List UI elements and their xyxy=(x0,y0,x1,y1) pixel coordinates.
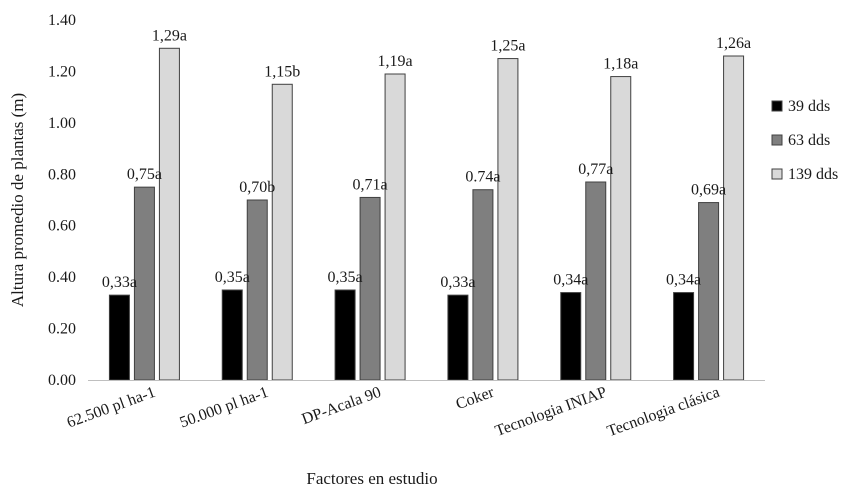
y-axis-title: Altura promedio de plantas (m) xyxy=(8,93,27,307)
bar xyxy=(221,289,243,381)
y-tick-label: 1.40 xyxy=(48,12,76,29)
bar xyxy=(158,47,180,381)
data-label: 1,29a xyxy=(152,27,187,44)
x-category-label: 50.000 pl ha-1 xyxy=(178,384,271,432)
bar xyxy=(610,76,632,381)
data-labels: 0,33a 0,75a 1,29a 0,35a 0,70b 1,15b 0,35a 0,71a… xyxy=(102,27,751,291)
bar xyxy=(673,292,695,381)
data-label: 1,15b xyxy=(264,63,300,80)
y-tick-label: 0.20 xyxy=(48,321,76,338)
legend-label: 63 dds xyxy=(788,132,830,149)
data-label: 0,70b xyxy=(239,179,275,196)
bar xyxy=(560,292,582,381)
bar xyxy=(108,294,130,381)
bar xyxy=(698,202,720,381)
category-labels: 62.500 pl ha-1 50.000 pl ha-1 DP-Acala 90 C… xyxy=(65,384,722,441)
x-category-label: Tecnologia clásica xyxy=(605,384,722,440)
data-label: 1,18a xyxy=(603,56,638,73)
legend: 39 dds 63 dds 139 dds xyxy=(771,98,838,183)
x-category-label: DP-Acala 90 xyxy=(300,384,384,428)
y-tick-label: 0.60 xyxy=(48,218,76,235)
bar xyxy=(133,186,155,381)
x-category-label: Tecnologia INIAP xyxy=(493,384,609,440)
x-category-label: 62.500 pl ha-1 xyxy=(65,384,158,432)
data-label: 0.74a xyxy=(465,169,500,186)
data-label: 0,35a xyxy=(215,269,250,286)
bar xyxy=(359,196,381,381)
data-label: 0,77a xyxy=(578,161,613,178)
legend-label: 139 dds xyxy=(788,166,838,183)
bar xyxy=(334,289,356,381)
data-label: 0,75a xyxy=(127,166,162,183)
legend-swatch xyxy=(771,100,783,112)
bar xyxy=(447,294,469,381)
bar xyxy=(585,181,607,381)
data-label: 0,69a xyxy=(691,182,726,199)
bars xyxy=(108,47,745,381)
data-label: 0,33a xyxy=(102,274,137,291)
data-label: 1,26a xyxy=(716,35,751,52)
legend-swatch xyxy=(771,134,783,146)
bar xyxy=(246,199,268,381)
legend-label: 39 dds xyxy=(788,98,830,115)
data-label: 0,33a xyxy=(440,274,475,291)
data-label: 1,25a xyxy=(490,38,525,55)
bar xyxy=(497,58,519,381)
bar xyxy=(384,73,406,381)
bar xyxy=(271,83,293,381)
bar xyxy=(723,55,745,381)
y-tick-label: 0.80 xyxy=(48,166,76,183)
y-tick-label: 1.00 xyxy=(48,115,76,132)
data-label: 0,35a xyxy=(328,269,363,286)
x-category-label: Coker xyxy=(454,384,497,414)
data-label: 0,71a xyxy=(353,176,388,193)
data-label: 1,19a xyxy=(378,53,413,70)
data-label: 0,34a xyxy=(553,272,588,289)
y-tick-label: 1.20 xyxy=(48,63,76,80)
bar xyxy=(472,189,494,381)
legend-swatch xyxy=(771,168,783,180)
y-tick-label: 0.40 xyxy=(48,269,76,286)
y-tick-label: 0.00 xyxy=(48,372,76,389)
data-label: 0,34a xyxy=(666,272,701,289)
x-axis-title: Factores en estudio xyxy=(306,469,437,488)
y-axis-ticks: 0.00 0.20 0.40 0.60 0.80 1.00 1.20 1.40 xyxy=(48,12,76,389)
